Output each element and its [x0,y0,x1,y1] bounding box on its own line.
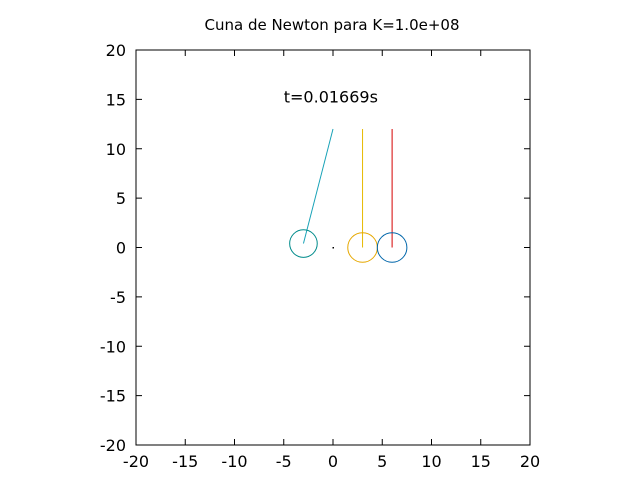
y-tick-label: 0 [116,239,126,258]
time-annotation: t=0.01669s [284,87,378,106]
x-tick-label: 10 [421,452,441,471]
pendulum-string-1 [302,128,334,244]
chart-title: Cuna de Newton para K=1.0e+08 [205,16,460,34]
y-tick-label: -15 [100,387,126,406]
x-tick-label: -5 [276,452,292,471]
x-tick-label: -10 [221,452,247,471]
x-tick-label: 20 [520,452,540,471]
y-tick-label: -20 [100,436,126,455]
y-tick-label: 5 [116,189,126,208]
y-tick-label: 20 [106,41,126,60]
pendulum-bob-3 [376,232,408,263]
axis-ticks [135,49,531,446]
x-tick-label: -20 [123,452,149,471]
x-tick-label: -15 [172,452,198,471]
y-tick-label: 15 [106,90,126,109]
x-tick-label: 15 [471,452,491,471]
marker-point [332,247,334,249]
axis-tick-labels: -20 -15 -10 -5 0 5 10 15 20 -20 -15 -10 -5 0 5 10 15 20 [100,41,540,471]
y-tick-label: -5 [110,288,126,307]
y-tick-label: 10 [106,140,126,159]
y-tick-label: -10 [100,337,126,356]
pendulums [289,128,408,263]
pendulum-bob-1 [289,229,318,258]
x-tick-label: 5 [377,452,387,471]
x-tick-label: 0 [328,452,338,471]
